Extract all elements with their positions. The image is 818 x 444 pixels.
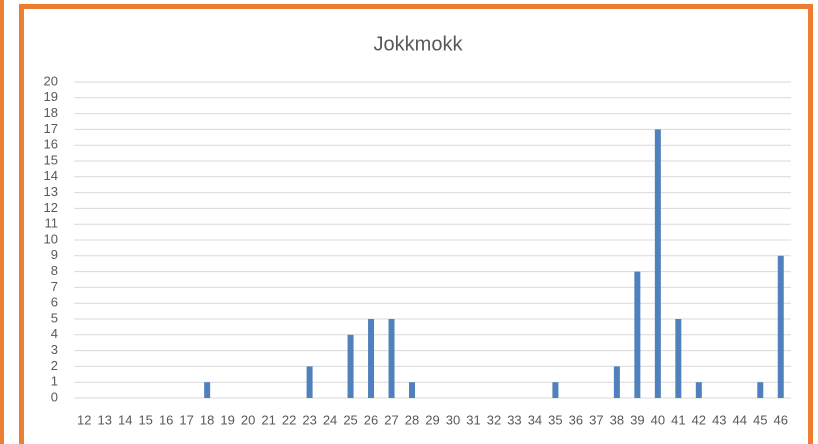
- x-tick-label: 23: [302, 412, 316, 427]
- x-tick-label: 30: [446, 412, 460, 427]
- y-tick-label: 2: [51, 358, 58, 373]
- x-tick-label: 16: [159, 412, 173, 427]
- y-tick-label: 8: [51, 263, 58, 278]
- x-tick-label: 13: [97, 412, 111, 427]
- x-tick-label: 20: [241, 412, 255, 427]
- bar: [409, 382, 416, 398]
- x-tick-label: 22: [282, 412, 296, 427]
- x-tick-label: 31: [466, 412, 480, 427]
- bar: [675, 319, 682, 398]
- x-tick-label: 39: [630, 412, 644, 427]
- bar: [368, 319, 375, 398]
- x-tick-label: 45: [753, 412, 767, 427]
- x-tick-label: 24: [323, 412, 337, 427]
- x-tick-label: 36: [569, 412, 583, 427]
- x-tick-label: 35: [548, 412, 562, 427]
- chart-title: Jokkmokk: [374, 33, 464, 55]
- x-tick-label: 26: [364, 412, 378, 427]
- x-tick-label: 27: [384, 412, 398, 427]
- frame: [19, 4, 813, 444]
- x-tick-label: 46: [774, 412, 788, 427]
- y-tick-label: 3: [51, 342, 58, 357]
- x-tick-label: 15: [138, 412, 152, 427]
- bar: [634, 271, 641, 398]
- y-tick-label: 10: [44, 231, 58, 246]
- y-tick-label: 20: [44, 73, 58, 88]
- bar: [777, 255, 784, 398]
- bar: [613, 366, 620, 398]
- bar: [388, 319, 395, 398]
- bar: [654, 129, 661, 398]
- y-tick-label: 19: [44, 89, 58, 104]
- y-tick-label: 15: [44, 152, 58, 167]
- x-tick-label: 14: [118, 412, 132, 427]
- x-tick-label: 41: [671, 412, 685, 427]
- x-tick-label: 25: [343, 412, 357, 427]
- y-tick-label: 17: [44, 121, 58, 136]
- x-tick-label: 21: [261, 412, 275, 427]
- x-tick-label: 18: [200, 412, 214, 427]
- bar: [204, 382, 211, 398]
- x-tick-label: 19: [220, 412, 234, 427]
- x-tick-label: 38: [610, 412, 624, 427]
- y-tick-label: 0: [51, 389, 58, 404]
- y-tick-label: 6: [51, 295, 58, 310]
- y-tick-label: 5: [51, 310, 58, 325]
- x-tick-label: 28: [405, 412, 419, 427]
- bar: [347, 334, 354, 398]
- frame-edge: [0, 0, 4, 444]
- x-tick-label: 29: [425, 412, 439, 427]
- bar: [695, 382, 702, 398]
- y-tick-label: 13: [44, 184, 58, 199]
- x-tick-label: 32: [487, 412, 501, 427]
- x-tick-label: 12: [77, 412, 91, 427]
- y-tick-label: 7: [51, 279, 58, 294]
- x-tick-label: 34: [528, 412, 542, 427]
- y-tick-label: 18: [44, 105, 58, 120]
- bar: [552, 382, 559, 398]
- y-tick-label: 4: [51, 326, 58, 341]
- y-tick-label: 11: [45, 216, 59, 231]
- y-tick-label: 1: [51, 374, 58, 389]
- x-tick-label: 37: [589, 412, 603, 427]
- y-tick-label: 9: [51, 247, 58, 262]
- y-tick-label: 14: [44, 168, 58, 183]
- y-tick-label: 16: [44, 137, 58, 152]
- bar: [757, 382, 764, 398]
- bar: [306, 366, 313, 398]
- x-tick-label: 43: [712, 412, 726, 427]
- x-tick-label: 40: [651, 412, 665, 427]
- x-tick-label: 42: [692, 412, 706, 427]
- x-tick-label: 44: [733, 412, 747, 427]
- x-tick-label: 17: [179, 412, 193, 427]
- x-tick-label: 33: [507, 412, 521, 427]
- y-tick-label: 12: [44, 200, 58, 215]
